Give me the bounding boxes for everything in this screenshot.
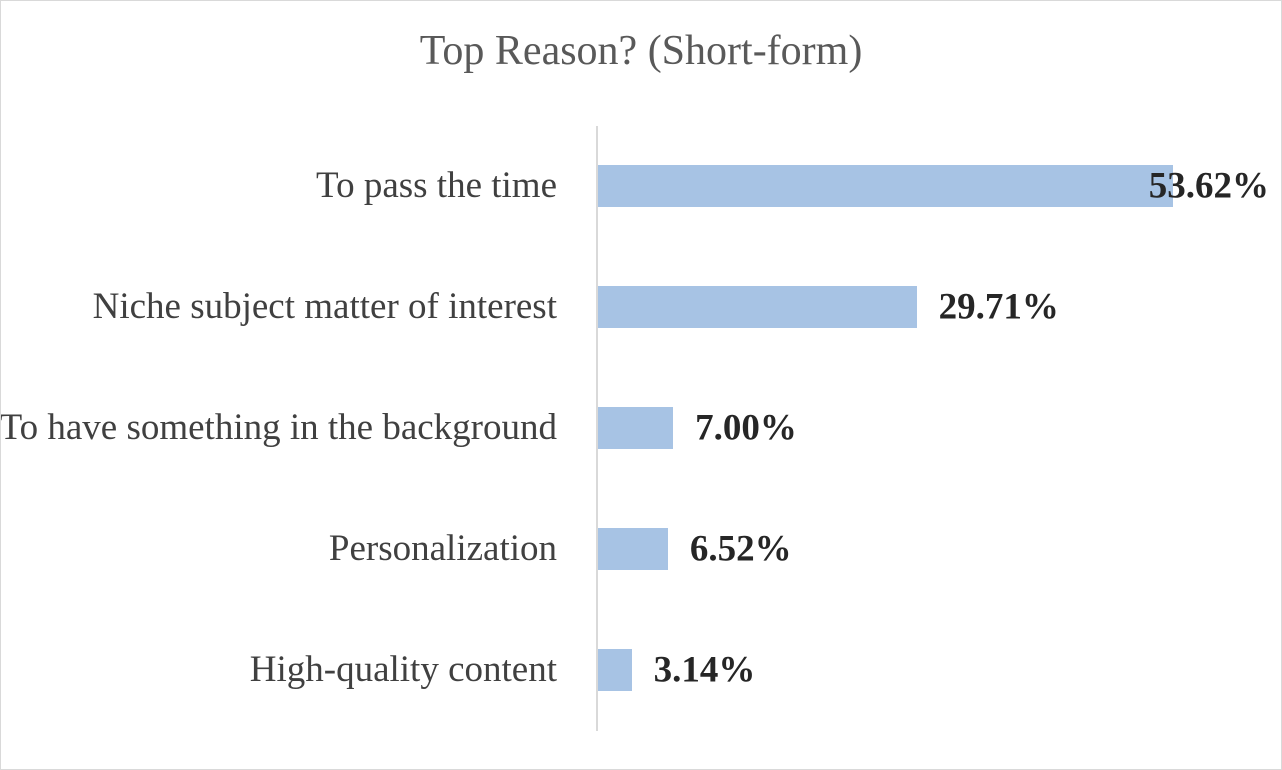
- category-label: Niche subject matter of interest: [92, 286, 557, 327]
- category-label: To pass the time: [316, 165, 557, 206]
- category-label: Personalization: [328, 528, 557, 569]
- bar: [598, 286, 917, 328]
- value-label: 3.14%: [653, 649, 756, 691]
- value-label: 53.62%: [1148, 165, 1269, 207]
- bar: [598, 165, 1173, 207]
- category-axis: [596, 126, 598, 731]
- bar: [598, 649, 632, 691]
- value-label: 6.52%: [689, 528, 792, 570]
- value-label: 29.71%: [938, 286, 1059, 328]
- chart-title: Top Reason? (Short-form): [419, 28, 863, 74]
- category-label: High-quality content: [249, 649, 557, 690]
- bar: [598, 528, 668, 570]
- value-label: 7.00%: [695, 407, 797, 449]
- category-label: To have something in the background: [0, 407, 557, 448]
- bar: [598, 407, 674, 449]
